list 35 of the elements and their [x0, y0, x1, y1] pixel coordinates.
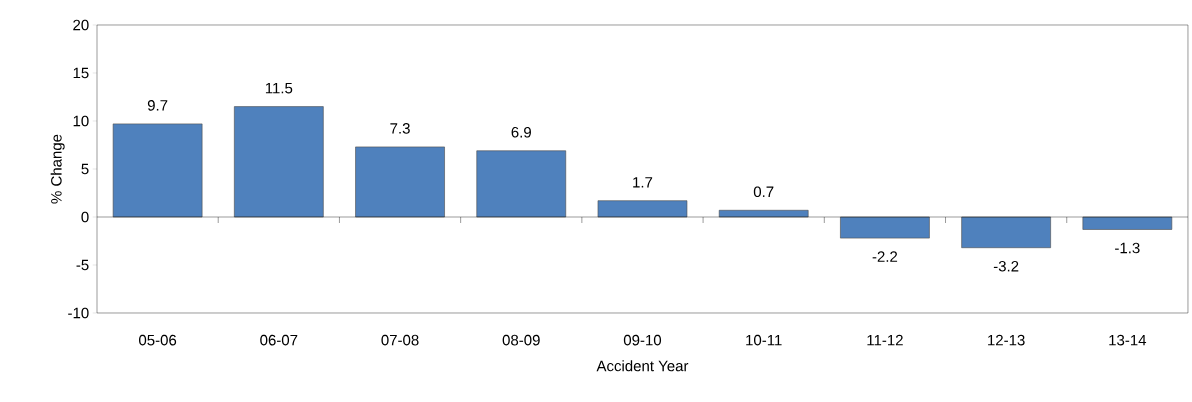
bar — [597, 200, 688, 218]
bar — [355, 146, 445, 218]
y-tick-label: 15 — [73, 67, 89, 79]
y-tick-label: 20 — [73, 19, 89, 31]
y-tick-label: 5 — [81, 163, 89, 175]
data-label: 9.7 — [147, 100, 168, 111]
x-tick-label: 10-11 — [746, 334, 782, 346]
bar — [840, 216, 930, 239]
bar — [961, 216, 1051, 249]
data-label: -2.2 — [872, 251, 898, 262]
x-tick-label: 11-12 — [867, 334, 903, 346]
data-label: -3.2 — [993, 260, 1019, 272]
bar — [476, 150, 567, 218]
bar — [1082, 216, 1173, 230]
bar — [112, 123, 203, 218]
y-tick-label: 0 — [81, 211, 89, 223]
x-tick-label: 05-06 — [139, 334, 177, 346]
data-label: 7.3 — [390, 123, 410, 134]
x-tick-label: 09-10 — [623, 334, 662, 346]
x-tick-label: 12-13 — [988, 334, 1025, 346]
data-label: 11.5 — [265, 82, 293, 94]
data-label: -1.3 — [1115, 242, 1140, 254]
data-label: 1.7 — [633, 177, 653, 188]
x-axis-title: Accident Year — [596, 360, 689, 372]
x-tick-label: 08-09 — [502, 334, 540, 346]
y-axis-title: % Change — [50, 134, 65, 204]
bar — [234, 106, 324, 218]
x-tick-label: 07-08 — [381, 334, 419, 346]
data-label: 6.9 — [511, 126, 531, 138]
y-tick-label: -5 — [76, 259, 89, 271]
y-tick-label: -10 — [68, 307, 89, 319]
y-tick-label: 10 — [73, 115, 89, 127]
data-label: 0.7 — [753, 186, 774, 198]
x-tick-label: 06-07 — [260, 334, 298, 346]
x-tick-label: 13-14 — [1109, 334, 1147, 346]
